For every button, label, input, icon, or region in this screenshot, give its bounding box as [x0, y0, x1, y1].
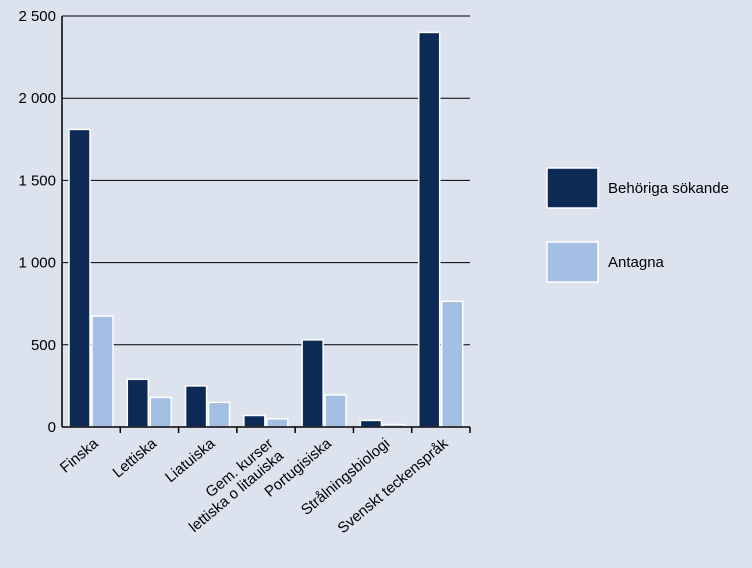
y-tick-label: 2 500	[18, 8, 56, 25]
legend-label-antagna: Antagna	[608, 254, 665, 271]
axes	[61, 16, 471, 433]
y-tick-label: 1 500	[18, 172, 56, 189]
y-tick-label: 0	[48, 419, 56, 436]
bar-antagna	[149, 396, 173, 428]
bar-antagna	[266, 418, 289, 428]
y-axis-ticks: 0 500 1 000 1 500 2 000 2 500	[18, 8, 56, 436]
bar-antagna	[207, 401, 231, 428]
bar-behoriga	[359, 419, 383, 428]
bar-antagna	[91, 315, 114, 428]
x-category-label: Finska	[57, 435, 102, 477]
bar-antagna	[440, 300, 464, 428]
bar-antagna	[324, 394, 347, 428]
y-tick-label: 2 000	[18, 90, 56, 107]
y-tick-label: 500	[31, 337, 56, 354]
bar-behoriga	[301, 339, 324, 428]
legend-label-behoriga: Behöriga sökande	[608, 180, 729, 197]
legend-swatch-behoriga	[546, 167, 599, 209]
x-category-label: Lettiska	[109, 435, 160, 482]
x-category-label-line: Lettiska	[109, 435, 160, 482]
bar-behoriga	[126, 378, 150, 428]
bar-behoriga	[417, 31, 441, 428]
x-category-label-line: Svenskt teckenspråk	[334, 435, 451, 537]
legend-swatch-antagna	[546, 241, 599, 283]
bar-behoriga	[243, 414, 266, 428]
x-category-label: Liatuiska	[162, 435, 219, 486]
grid-lines	[62, 15, 470, 346]
bar-behoriga	[184, 385, 208, 428]
x-category-label-line: Finska	[57, 435, 102, 477]
bar-behoriga	[68, 128, 91, 428]
legend: Behöriga sökande Antagna	[546, 167, 729, 283]
x-category-label: Svenskt teckenspråk	[334, 435, 451, 537]
y-tick-label: 1 000	[18, 255, 56, 272]
x-category-label-line: Liatuiska	[162, 435, 219, 486]
bars	[68, 31, 464, 428]
